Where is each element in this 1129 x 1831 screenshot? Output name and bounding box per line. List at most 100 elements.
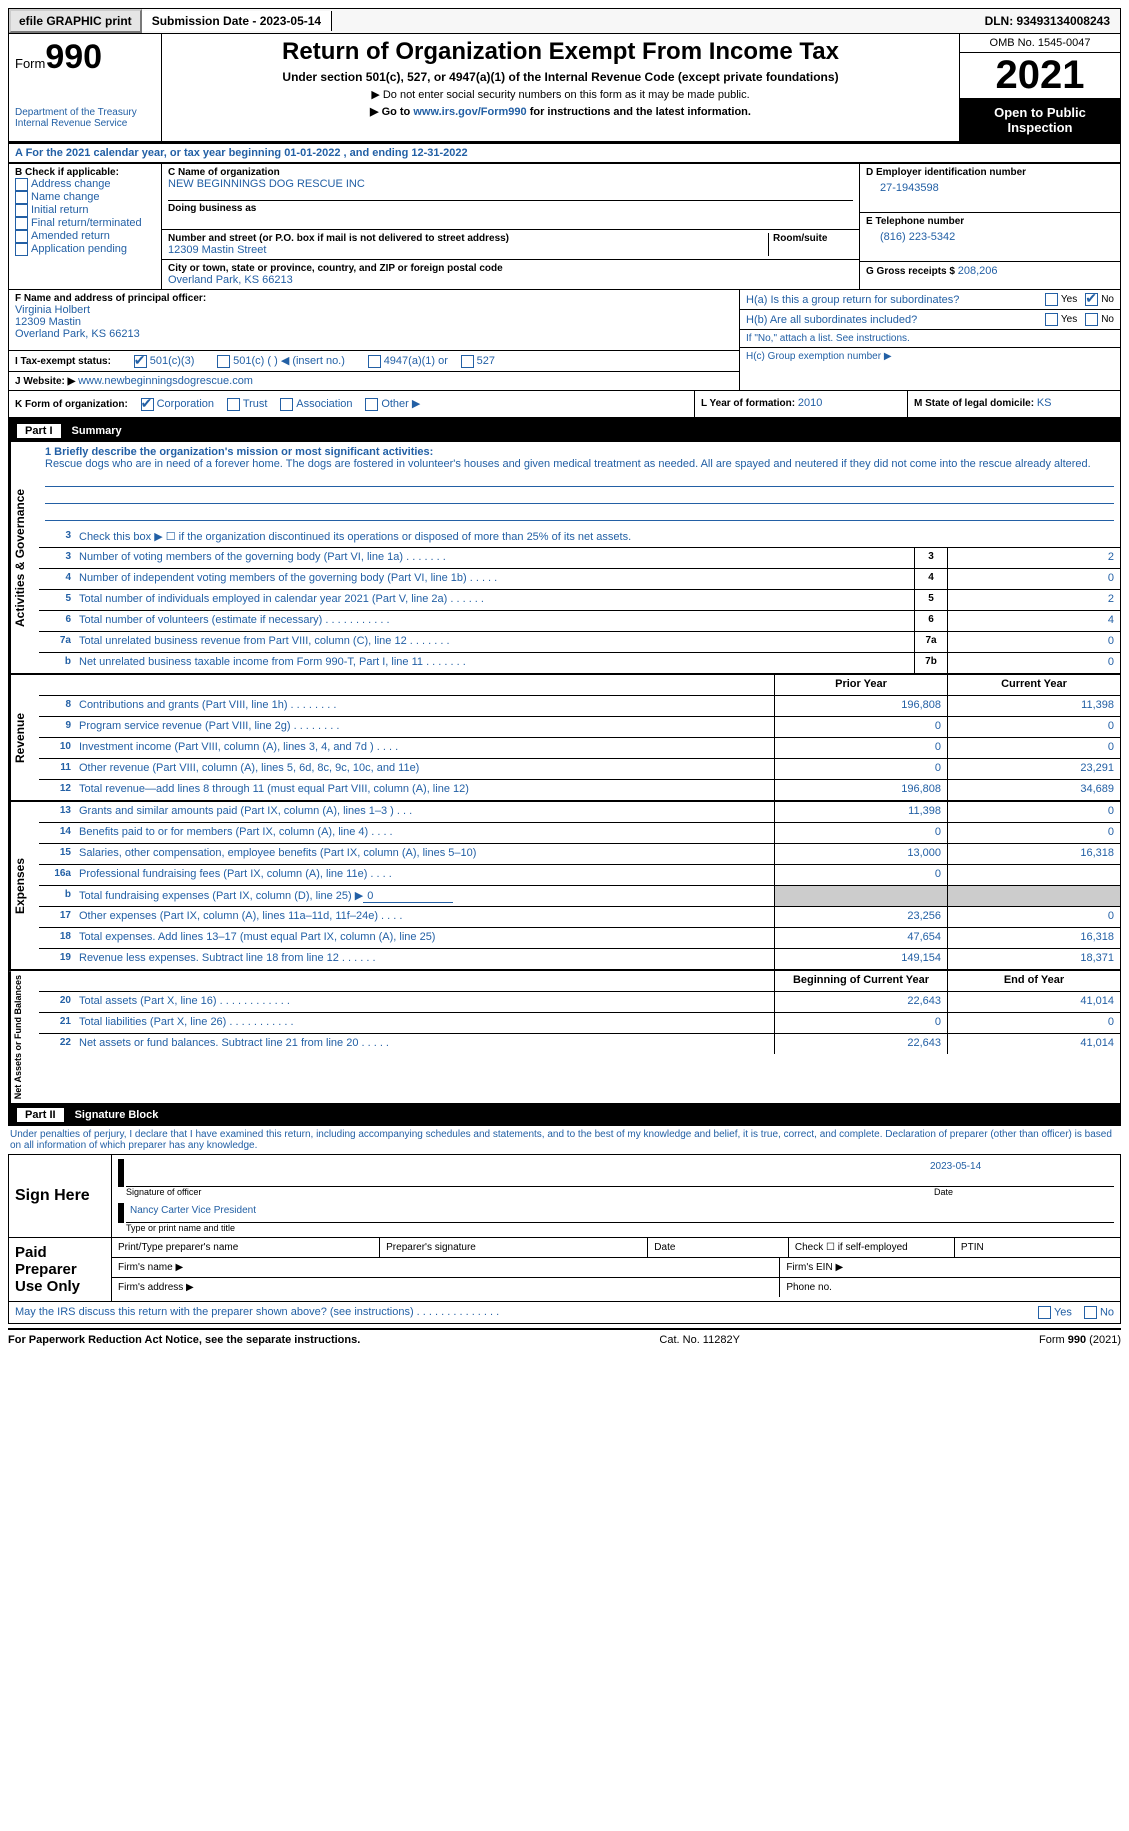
prep-self-label: Check ☐ if self-employed [789,1238,955,1257]
sidebar-governance: Activities & Governance [9,442,39,673]
form-header: Form990 Department of the Treasury Inter… [8,34,1121,144]
may-text: May the IRS discuss this return with the… [15,1306,1038,1319]
l10n: 10 [39,738,75,758]
l11n: 11 [39,759,75,779]
sig-officer-line[interactable] [126,1159,926,1187]
cb-address-change[interactable] [15,178,28,191]
form-label: Form990 [15,38,155,77]
l21d: Total liabilities (Part X, line 26) . . … [75,1013,774,1033]
dln: DLN: 93493134008243 [975,11,1120,31]
cb-ha-no[interactable] [1085,293,1098,306]
l21c: 0 [947,1013,1120,1033]
i-label: I Tax-exempt status: [15,356,111,367]
footer-mid: Cat. No. 11282Y [659,1334,740,1346]
cb-app-pending[interactable] [15,243,28,256]
cb-trust[interactable] [227,398,240,411]
hb-yes: Yes [1061,314,1077,325]
cb-hb-yes[interactable] [1045,313,1058,326]
l17d: Other expenses (Part IX, column (A), lin… [75,907,774,927]
l10p: 0 [774,738,947,758]
blank2 [75,675,774,695]
l7ad: Total unrelated business revenue from Pa… [75,632,914,652]
k-opt0: Corporation [157,398,214,410]
section-fhij: F Name and address of principal officer:… [8,290,1121,391]
hb-note: If "No," attach a list. See instructions… [740,330,1120,348]
cb-may-yes[interactable] [1038,1306,1051,1319]
l8d: Contributions and grants (Part VIII, lin… [75,696,774,716]
page-footer: For Paperwork Reduction Act Notice, see … [8,1328,1121,1350]
top-bar: efile GRAPHIC print Submission Date - 20… [8,8,1121,34]
cb-may-no[interactable] [1084,1306,1097,1319]
submission-date: Submission Date - 2023-05-14 [142,11,332,31]
cb-4947[interactable] [368,355,381,368]
l19c: 18,371 [947,949,1120,969]
cb-final-return[interactable] [15,217,28,230]
part1-title: Summary [72,425,122,437]
gross-value: 208,206 [958,265,998,277]
l4b: 4 [914,569,947,589]
i-opt2: 501(c) ( ) ◀ (insert no.) [233,355,345,367]
prep-name-label: Print/Type preparer's name [112,1238,380,1257]
l12n: 12 [39,780,75,800]
gross-label: G Gross receipts $ [866,266,955,277]
l11p: 0 [774,759,947,779]
k-label: K Form of organization: [15,399,128,410]
tax-year: 2021 [960,53,1120,99]
l7bb: 7b [914,653,947,673]
l22c: 41,014 [947,1034,1120,1054]
l7an: 7a [39,632,75,652]
line-j: J Website: ▶ www.newbeginningsdogrescue.… [9,372,739,390]
c-name-label: C Name of organization [168,167,853,178]
ein-label: D Employer identification number [866,167,1114,178]
l22n: 22 [39,1034,75,1054]
cb-corp[interactable] [141,398,154,411]
l19p: 149,154 [774,949,947,969]
officer-label: F Name and address of principal officer: [15,293,733,304]
cb-501c3[interactable] [134,355,147,368]
prep-sig-label: Preparer's signature [380,1238,648,1257]
cb-hb-no[interactable] [1085,313,1098,326]
l15n: 15 [39,844,75,864]
irs-link[interactable]: www.irs.gov/Form990 [413,106,526,118]
cb-assoc[interactable] [280,398,293,411]
cb-501c[interactable] [217,355,230,368]
ha-yes: Yes [1061,294,1077,305]
l6v: 4 [947,611,1120,631]
l14d: Benefits paid to or for members (Part IX… [75,823,774,843]
part2-title: Signature Block [75,1109,159,1121]
cb-name-change[interactable] [15,191,28,204]
l20d: Total assets (Part X, line 16) . . . . .… [75,992,774,1012]
l18p: 47,654 [774,928,947,948]
cb-ha-yes[interactable] [1045,293,1058,306]
l9c: 0 [947,717,1120,737]
may-discuss: May the IRS discuss this return with the… [8,1302,1121,1324]
signature-block: Sign Here 2023-05-14 Signature of office… [8,1154,1121,1302]
l16ap: 0 [774,865,947,885]
efile-print-button[interactable]: efile GRAPHIC print [9,9,142,33]
line-a: A For the 2021 calendar year, or tax yea… [8,144,1121,164]
l6d: Total number of volunteers (estimate if … [75,611,914,631]
phone-value: (816) 223-5342 [866,227,1114,243]
cb-initial-return[interactable] [15,204,28,217]
hb-label: H(b) Are all subordinates included? [746,314,1045,326]
cb-amended[interactable] [15,230,28,243]
l5n: 5 [39,590,75,610]
l3d: Number of voting members of the governin… [75,548,914,568]
section-deg: D Employer identification number 27-1943… [860,164,1120,289]
l5b: 5 [914,590,947,610]
m-label: M State of legal domicile: [914,398,1034,409]
may-no: No [1100,1306,1114,1318]
section-b: B Check if applicable: Address change Na… [9,164,162,289]
sig-name-label: Type or print name and title [126,1223,235,1233]
l16bn: b [39,886,75,906]
summary-table: Activities & Governance 1 Briefly descri… [8,442,1121,1104]
cb-527[interactable] [461,355,474,368]
city-label: City or town, state or province, country… [168,263,853,274]
b-opt-5: Application pending [31,243,127,255]
firm-ein-label: Firm's EIN ▶ [780,1258,1120,1277]
l4v: 0 [947,569,1120,589]
l15c: 16,318 [947,844,1120,864]
cb-other[interactable] [365,398,378,411]
l14p: 0 [774,823,947,843]
l7bn: b [39,653,75,673]
